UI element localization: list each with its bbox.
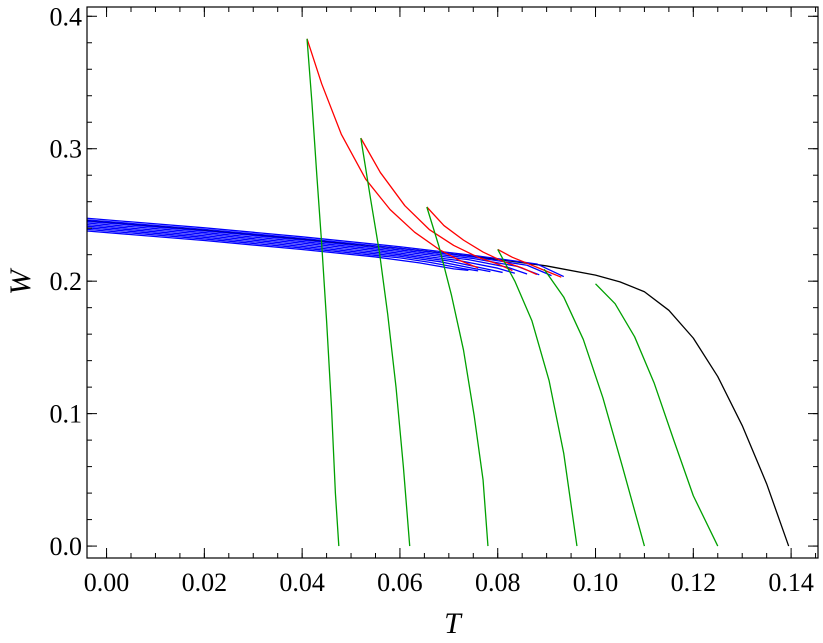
- series-line-12: [426, 206, 538, 276]
- y-tick-label: 0.1: [50, 400, 83, 429]
- series-line-18: [543, 268, 646, 547]
- y-tick-label: 0.4: [50, 2, 83, 31]
- y-tick-label: 0.3: [50, 135, 83, 164]
- series-line-8: [87, 228, 479, 272]
- plot-frame: [86, 6, 819, 559]
- x-tick-label: 0.04: [279, 568, 325, 597]
- series-line-10: [306, 38, 479, 269]
- series-line-7: [87, 227, 491, 273]
- tick-labels-layer: 0.00 0.02 0.04 0.06 0.08 0.10 0.12 0.14 0.0 0.1 0.…: [50, 2, 814, 597]
- series-line-1: [87, 217, 565, 278]
- series-line-13: [497, 248, 562, 278]
- series-line-0: [87, 220, 790, 547]
- x-axis-label: T: [444, 607, 463, 640]
- series-line-14: [306, 38, 340, 547]
- series-line-5: [87, 223, 516, 274]
- curves-layer: [87, 38, 790, 547]
- series-line-16: [426, 206, 489, 547]
- y-axis-label: W: [4, 267, 37, 295]
- y-tick-label: 0.0: [50, 532, 83, 561]
- x-tick-label: 0.08: [475, 568, 521, 597]
- x-tick-label: 0.10: [573, 568, 619, 597]
- x-tick-label: 0.02: [182, 568, 228, 597]
- x-tick-label: 0.14: [768, 568, 814, 597]
- x-tick-label: 0.06: [377, 568, 423, 597]
- x-tick-label: 0.00: [84, 568, 130, 597]
- series-line-9: [87, 230, 469, 271]
- x-tick-label: 0.12: [671, 568, 717, 597]
- series-line-19: [595, 283, 719, 547]
- series-line-6: [87, 225, 503, 274]
- series-line-15: [360, 138, 411, 547]
- series-line-11: [360, 137, 513, 272]
- y-tick-label: 0.2: [50, 267, 83, 296]
- ticks-layer: [87, 7, 818, 558]
- series-line-17: [497, 249, 578, 547]
- series-line-2: [87, 219, 552, 277]
- series-line-3: [87, 220, 540, 276]
